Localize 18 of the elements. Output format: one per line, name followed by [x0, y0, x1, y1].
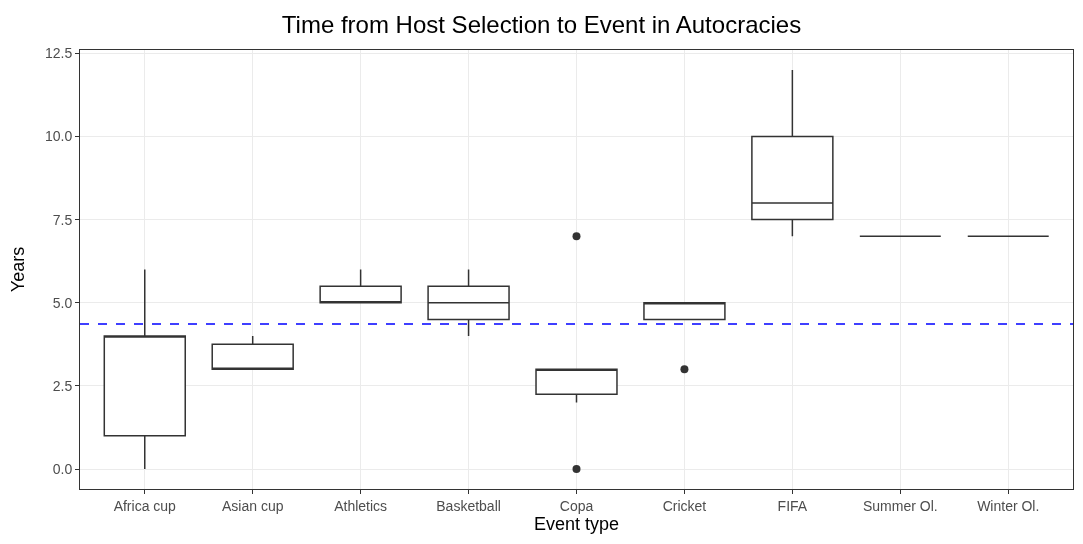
x-tick-label: Cricket — [662, 497, 707, 514]
y-tick-label: 10.0 — [44, 128, 73, 145]
x-tick-label: Basketball — [436, 497, 501, 514]
x-tick-label: Summer Ol. — [862, 497, 938, 514]
y-axis-title: Years — [8, 246, 29, 293]
y-tick-label: 12.5 — [44, 45, 73, 62]
chart-title: Time from Host Selection to Event in Autocracies — [281, 11, 802, 39]
x-tick-label: Asian cup — [221, 497, 284, 514]
x-tick-label: Africa cup — [113, 497, 177, 514]
y-tick-label: 0.0 — [52, 460, 73, 477]
x-tick-label: Copa — [559, 497, 594, 514]
x-axis-title: Event type — [533, 513, 620, 534]
y-tick-label: 2.5 — [52, 377, 73, 394]
y-tick-label: 5.0 — [52, 294, 73, 311]
x-tick-label: FIFA — [777, 497, 808, 514]
y-tick-label: 7.5 — [52, 211, 73, 228]
x-tick-label: Winter Ol. — [977, 497, 1040, 514]
x-tick-label: Athletics — [334, 497, 388, 514]
